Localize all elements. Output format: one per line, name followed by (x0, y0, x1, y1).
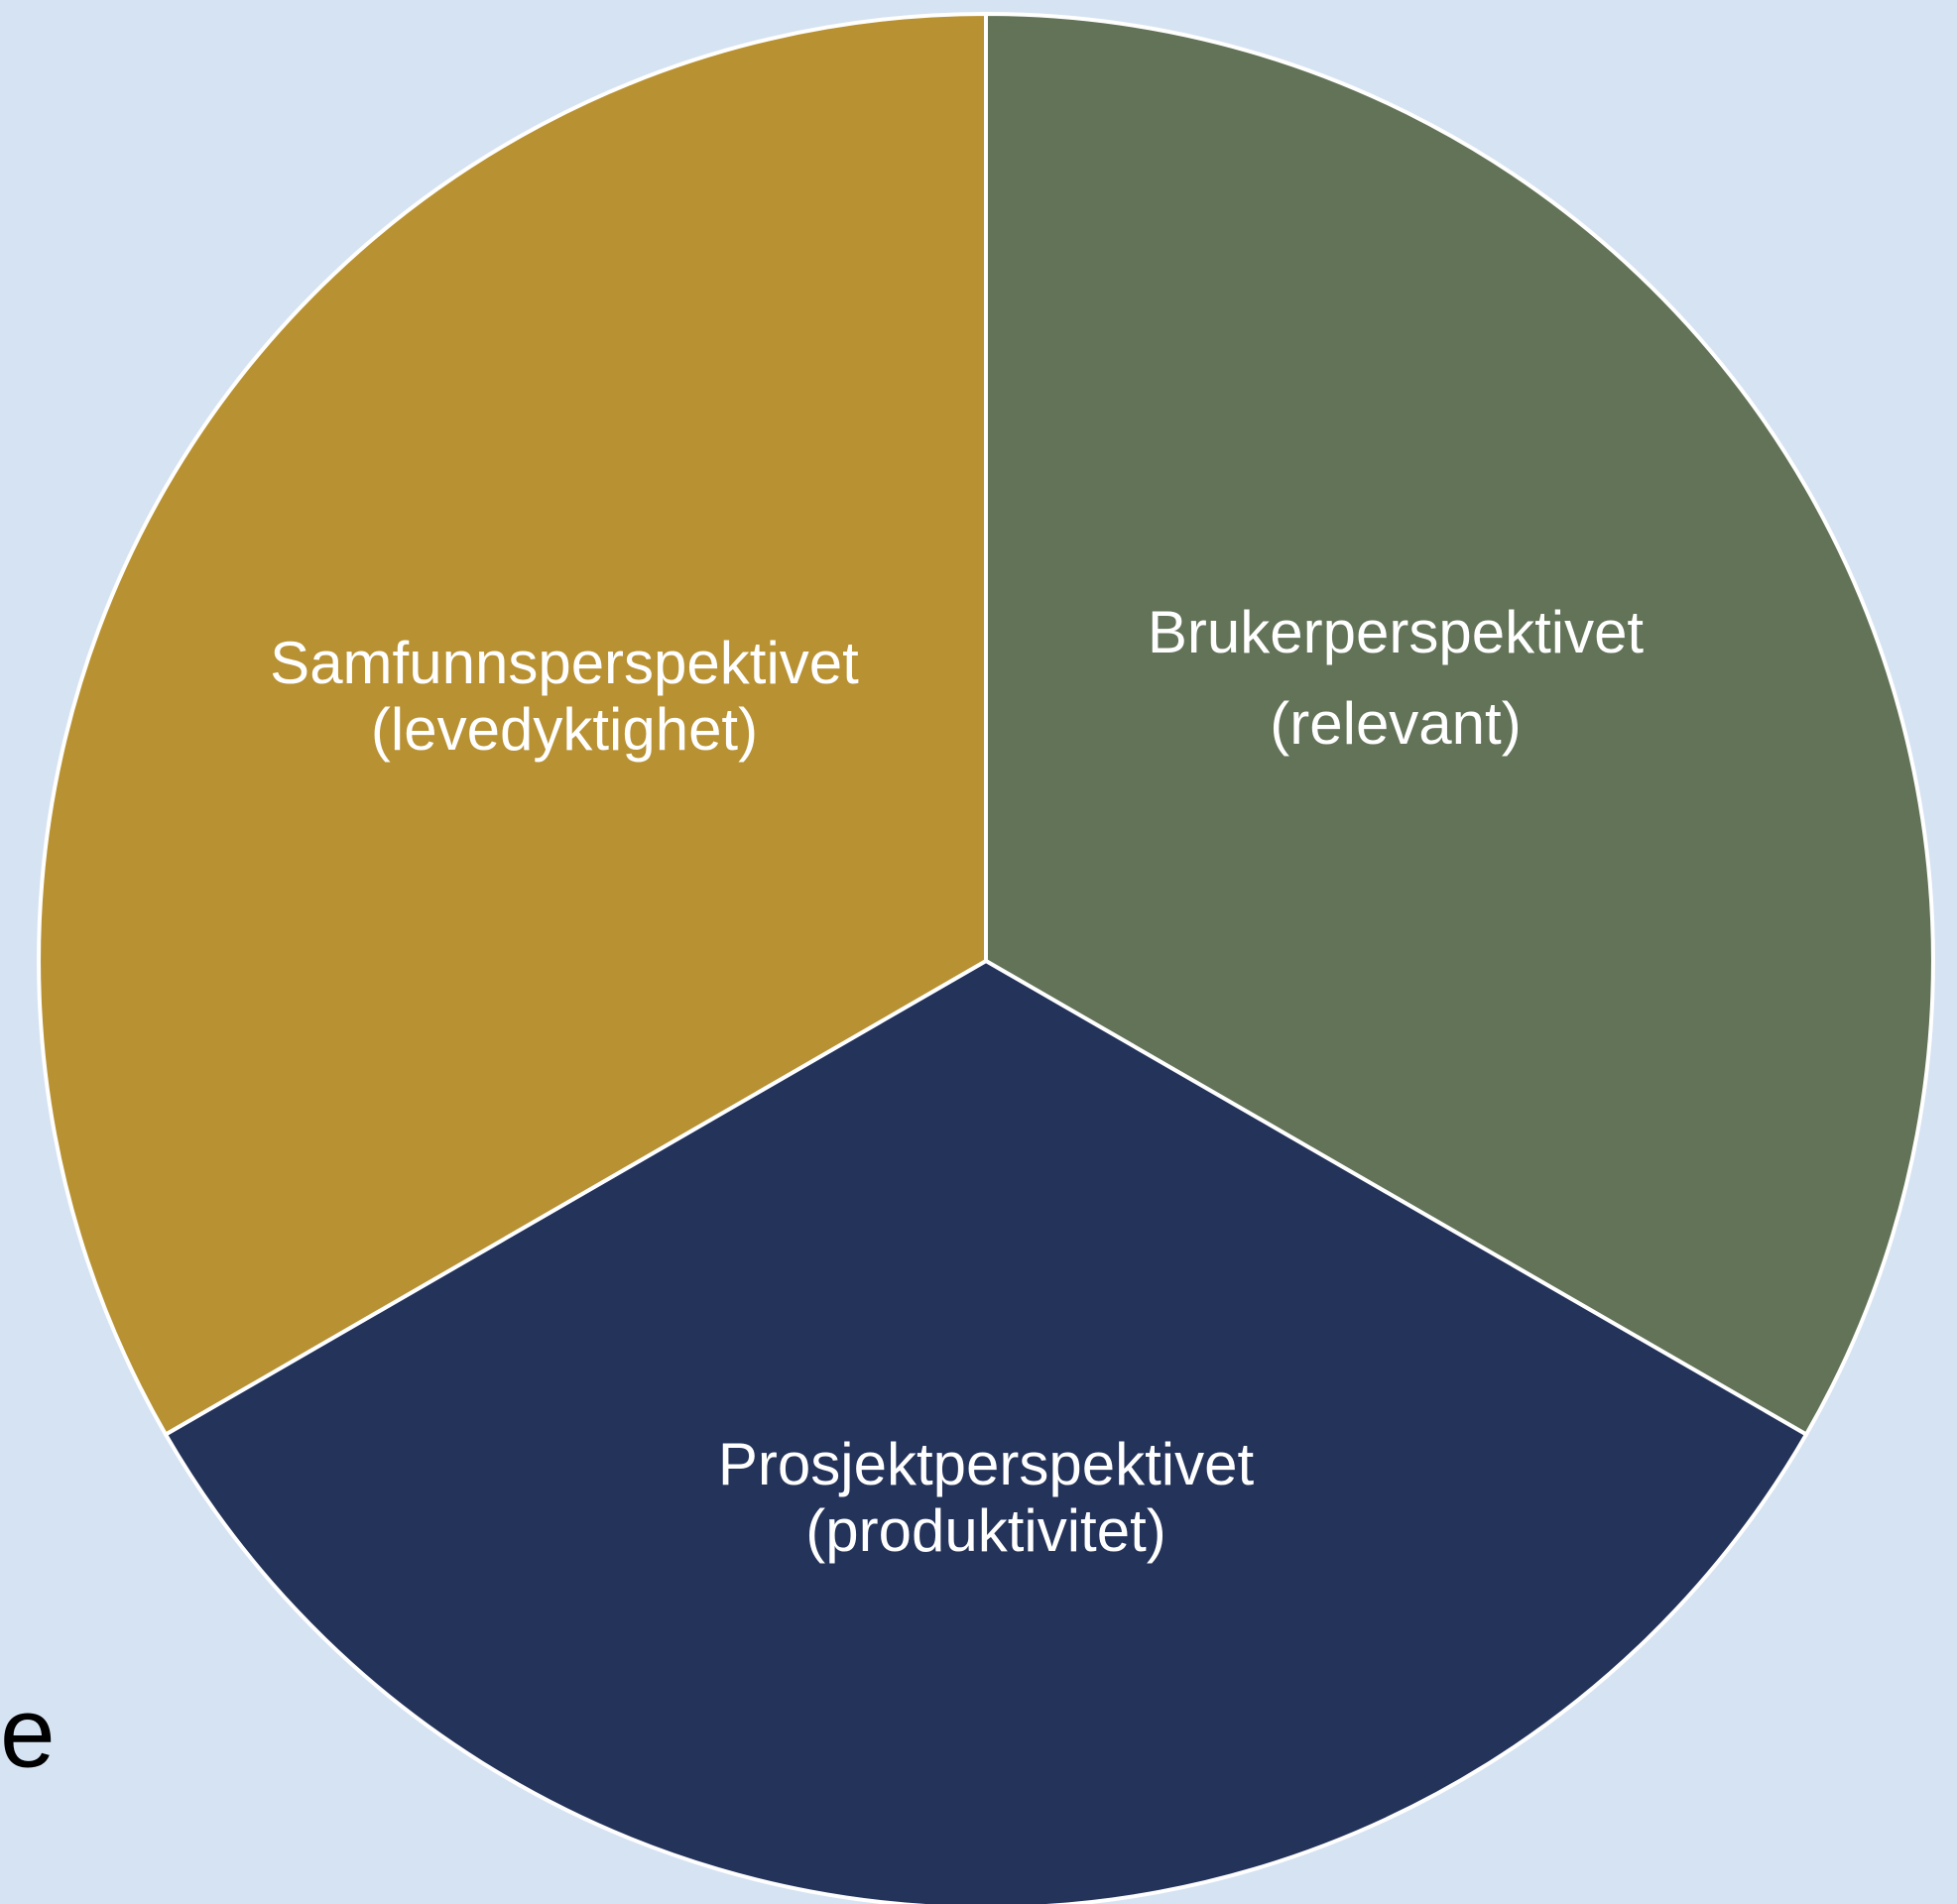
segment-label: Prosjektperspektivet (718, 1431, 1255, 1497)
stray-text: e (0, 1677, 56, 1788)
segment-label: Samfunnsperspektivet (270, 630, 859, 696)
segment-user (984, 11, 1935, 1438)
segment-society (37, 11, 988, 1438)
segment-label: Brukerperspektivet (1148, 599, 1645, 665)
segment-label: (levedyktighet) (371, 696, 758, 763)
segment-label: (relevant) (1270, 690, 1521, 757)
segment-project (163, 958, 1809, 1904)
segment-label: (produktivitet) (805, 1497, 1165, 1564)
